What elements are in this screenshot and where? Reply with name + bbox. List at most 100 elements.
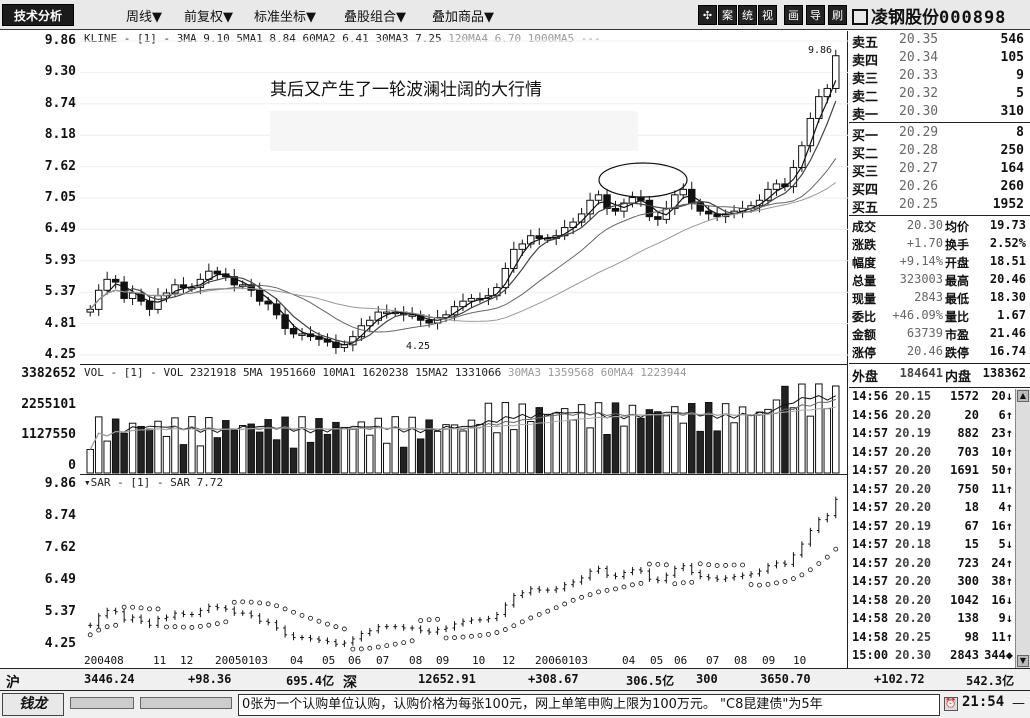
tool-refresh-button[interactable]: 刷 [828, 5, 847, 25]
volume-bar [543, 413, 552, 474]
sar-dot [663, 562, 669, 568]
sar-dot [553, 605, 559, 611]
volume-bar [272, 439, 281, 474]
menu-period[interactable]: 周线▼ [126, 10, 162, 25]
bid-label: 买一 [852, 129, 879, 144]
sar-dot [816, 561, 822, 567]
sar-dot [384, 643, 390, 649]
sar-dot [181, 624, 186, 630]
tool-case-button[interactable]: 案 [718, 5, 737, 25]
sar-dot [824, 554, 830, 560]
trade-scrollbar[interactable]: ▲ ▼ [1015, 389, 1030, 668]
scroll-up-icon[interactable]: ▲ [1017, 390, 1029, 402]
ask-row[interactable]: 卖二 20.32 5 [849, 86, 1030, 105]
y-tick-label: 8.74 [44, 508, 76, 523]
bid-row[interactable]: 买五 20.25 1952 [849, 197, 1030, 216]
volume-bar [781, 385, 789, 474]
x-tick-label: 08 [409, 654, 423, 667]
trade-price: 20.20 [895, 611, 932, 625]
stat-value: 18.30 [989, 290, 1026, 304]
minimize-icon[interactable]: — [1012, 696, 1025, 711]
x-tick-label: 11 [153, 654, 167, 667]
trade-time: 14:57 [852, 426, 889, 440]
volume-bar [594, 402, 603, 474]
bid-label: 买四 [852, 183, 879, 198]
news-ticker[interactable]: 0张为一个认购单位认购，认购价格为每张100元，网上单笔申购上限为100万元。 … [238, 694, 940, 716]
alarm-icon[interactable]: ⏰ [944, 697, 958, 711]
sar-dot [206, 622, 212, 628]
bid-row[interactable]: 买二 20.28 250 [849, 143, 1030, 162]
scroll-down-icon[interactable]: ▼ [1017, 655, 1029, 667]
y-tick-label: 9.86 [44, 33, 76, 48]
volume-bar [620, 425, 628, 474]
stat-label: 金额 [852, 328, 877, 342]
trade-row: 14:58 20.25 98 11↑ [849, 630, 1015, 649]
sar-dot [494, 630, 500, 635]
trade-price: 20.30 [895, 648, 932, 662]
trade-volume: 2843 [950, 648, 979, 662]
sar-dot [155, 606, 161, 612]
trade-volume: 98 [964, 629, 979, 644]
candle [374, 311, 383, 321]
sar-dot [418, 618, 424, 623]
sar-dot [477, 633, 483, 638]
ask-price: 20.30 [899, 104, 939, 119]
volume-bar [476, 423, 484, 474]
x-tick-label: 09 [762, 654, 776, 667]
trade-price: 20.19 [895, 426, 932, 440]
candle [408, 314, 416, 317]
tab-technical-analysis[interactable]: 技术分析 [2, 4, 74, 26]
ask-row[interactable]: 卖五 20.35 546 [849, 32, 1030, 51]
bid-label: 买五 [852, 201, 879, 216]
x-tick-label: 12 [502, 654, 516, 667]
x-tick-label: 09 [436, 654, 450, 667]
brand-logo[interactable]: 钱龙 [2, 693, 64, 716]
trade-count: 9↓ [998, 611, 1013, 625]
sar-dot [96, 627, 102, 633]
sar-pane[interactable]: ▾SAR - [1] - SAR 7.72 [80, 474, 848, 652]
volume-bar [442, 424, 450, 474]
sar-dot [138, 605, 144, 611]
bid-row[interactable]: 买一 20.29 8 [849, 125, 1030, 144]
trade-row: 14:58 20.20 1042 16↓ [849, 593, 1015, 612]
trade-count: 16↓ [991, 592, 1013, 607]
kline-y-axis: 9.86 9.30 8.74 8.18 7.62 7.05 6.49 5.93 5.37 4.81… [0, 31, 80, 363]
sar-dot [164, 624, 169, 630]
bid-row[interactable]: 买四 20.26 260 [849, 179, 1030, 198]
bid-row[interactable]: 买三 20.27 164 [849, 161, 1030, 180]
trade-row: 14:57 20.18 15 5↓ [849, 537, 1015, 556]
ask-price: 20.32 [899, 86, 939, 101]
candle [543, 237, 552, 241]
trade-row: 14:58 20.20 138 9↓ [849, 611, 1015, 630]
trade-volume: 138 [957, 611, 979, 625]
sar-dot [486, 631, 491, 637]
trade-volume: 703 [957, 444, 979, 459]
y-tick-label: 6.49 [44, 572, 76, 587]
tool-draw-button[interactable]: 画 [784, 5, 803, 25]
ask-row[interactable]: 卖三 20.33 9 [849, 68, 1030, 87]
trade-row: 14:56 20.20 20 6↑ [849, 408, 1015, 427]
sar-dot [731, 562, 737, 568]
trade-time: 14:57 [852, 555, 889, 570]
y-tick-label: 3382652 [21, 366, 76, 381]
volume-pane[interactable]: VOL - [1] - VOL 2321918 5MA 1951660 10MA… [80, 364, 848, 474]
ask-row[interactable]: 卖四 20.34 105 [849, 50, 1030, 69]
outer-inner-row: 外盘 184641 内盘 138362 [852, 366, 1026, 385]
tool-view-button[interactable]: 视 [758, 5, 777, 25]
candle [467, 297, 476, 302]
volume-bar [94, 416, 103, 474]
bid-volume: 1952 [992, 197, 1024, 212]
menu-overlay-goods[interactable]: 叠加商品▼ [432, 10, 494, 25]
volume-bar [205, 417, 213, 474]
ask-row[interactable]: 卖一 20.30 310 [849, 104, 1030, 123]
kline-pane[interactable]: KLINE - [1] - 3MA 9.10 5MA1 8.84 60MA2 6… [80, 31, 848, 363]
tool-stats-button[interactable]: 统 [738, 5, 757, 25]
menu-coordinate[interactable]: 标准坐标▼ [254, 10, 316, 25]
crosshair-icon[interactable]: ✣ [698, 5, 717, 25]
menu-adjust[interactable]: 前复权▼ [184, 10, 233, 25]
menu-overlay-stocks[interactable]: 叠股组合▼ [344, 10, 406, 25]
sar-dot [689, 579, 695, 585]
tool-export-button[interactable]: 导 [806, 5, 825, 25]
ask-volume: 546 [1000, 32, 1024, 47]
stat-value: 19.73 [989, 218, 1026, 232]
